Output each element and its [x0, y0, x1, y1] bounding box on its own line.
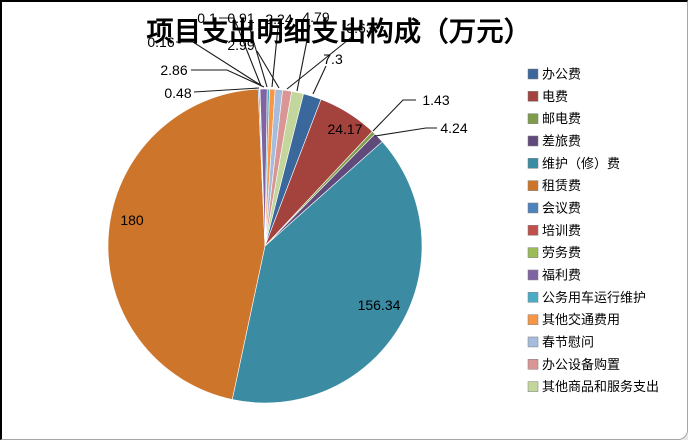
leader-lines-group — [176, 17, 437, 137]
legend-item-4[interactable]: 差旅费 — [527, 133, 581, 148]
data-label: 2.86 — [160, 62, 187, 78]
data-label: 156.34 — [358, 297, 401, 313]
legend-item-3[interactable]: 邮电费 — [527, 111, 581, 126]
legend-swatch — [527, 336, 539, 348]
legend-swatch — [527, 68, 539, 80]
legend-label: 邮电费 — [542, 111, 581, 126]
legend-swatch — [527, 135, 539, 147]
legend-label: 公务用车运行维护 — [542, 290, 646, 305]
data-label: 3.63 — [346, 20, 373, 36]
legend-swatch — [527, 113, 539, 124]
legend-label: 春节慰问 — [542, 334, 594, 349]
label-leader-line — [176, 41, 263, 87]
data-label: 4.79 — [302, 9, 329, 25]
data-label: 4.24 — [440, 120, 467, 136]
label-leader-line — [374, 127, 437, 137]
legend-swatch — [527, 359, 539, 370]
legend-item-7[interactable]: 会议费 — [527, 200, 581, 215]
data-label: 2.99 — [227, 37, 254, 53]
legend-swatch — [527, 91, 539, 102]
legend: 办公费电费邮电费差旅费维护（修）费租赁费会议费培训费劳务费福利费公务用车运行维护… — [527, 67, 659, 394]
label-leader-line — [312, 65, 327, 95]
legend-swatch — [527, 202, 539, 214]
legend-item-1[interactable]: 办公费 — [527, 67, 581, 82]
legend-label: 办公费 — [542, 67, 581, 82]
data-label: 24.17 — [327, 121, 362, 137]
legend-swatch — [527, 292, 539, 303]
data-labels-group: 7.3 24.17 1.43 4.24 156.34 180 0.48 0.16 0.1 2.86… — [120, 9, 468, 313]
legend-label: 劳务费 — [542, 245, 581, 260]
legend-label: 租赁费 — [542, 178, 581, 193]
pie-slices-group: 办公费电费邮电费差旅费维护（修）费租赁费会议费培训费劳务费福利费公务用车运行维护… — [107, 88, 423, 404]
legend-item-11[interactable]: 公务用车运行维护 — [527, 290, 646, 305]
label-leader-line — [193, 87, 260, 93]
legend-item-10[interactable]: 福利费 — [527, 267, 581, 282]
legend-swatch — [527, 314, 539, 325]
legend-swatch — [527, 225, 539, 236]
legend-item-2[interactable]: 电费 — [527, 89, 568, 104]
legend-item-15[interactable]: 其他商品和服务支出 — [527, 379, 659, 394]
legend-label: 福利费 — [542, 267, 581, 282]
data-label: 1.43 — [422, 92, 449, 108]
legend-swatch — [527, 180, 539, 191]
pie-slice-5[interactable]: 维护（修）费 — [231, 141, 423, 404]
data-label: 2.24 — [265, 11, 292, 27]
legend-label: 电费 — [542, 89, 568, 104]
pie-slice-15[interactable]: 其他商品和服务支出 — [264, 90, 304, 247]
legend-item-14[interactable]: 办公设备购置 — [527, 357, 620, 372]
legend-label: 差旅费 — [542, 133, 581, 148]
legend-swatch — [527, 158, 539, 169]
label-leader-line — [372, 99, 416, 132]
legend-label: 维护（修）费 — [542, 156, 620, 171]
legend-item-13[interactable]: 春节慰问 — [527, 334, 594, 349]
legend-item-5[interactable]: 维护（修）费 — [527, 156, 620, 171]
data-label: 0.1 — [197, 10, 217, 26]
legend-swatch — [527, 269, 539, 281]
label-leader-line — [191, 69, 265, 88]
legend-item-9[interactable]: 劳务费 — [527, 245, 581, 260]
legend-label: 办公设备购置 — [542, 357, 620, 372]
data-label: 0.91 — [227, 10, 254, 26]
data-label: 0.16 — [147, 34, 174, 50]
legend-item-6[interactable]: 租赁费 — [527, 178, 581, 193]
legend-label: 培训费 — [542, 223, 581, 238]
data-label: 0.48 — [164, 85, 191, 101]
legend-item-8[interactable]: 培训费 — [527, 223, 581, 238]
label-leader-line — [296, 24, 311, 92]
data-label: 180 — [120, 212, 144, 228]
label-leader-line — [219, 17, 262, 87]
legend-label: 会议费 — [542, 200, 581, 215]
label-leader-line — [256, 50, 280, 89]
data-label: 7.3 — [323, 51, 343, 67]
legend-swatch — [527, 247, 539, 258]
legend-label: 其他交通费用 — [542, 312, 620, 327]
legend-label: 其他商品和服务支出 — [542, 379, 659, 394]
label-leader-line — [248, 25, 268, 88]
chart-title[interactable]: 项目支出明细支出构成（万元） — [147, 16, 532, 47]
legend-item-12[interactable]: 其他交通费用 — [527, 312, 620, 327]
legend-swatch — [527, 381, 539, 392]
label-leader-line — [286, 35, 354, 90]
pie-slice-6[interactable]: 租赁费 — [107, 88, 266, 400]
